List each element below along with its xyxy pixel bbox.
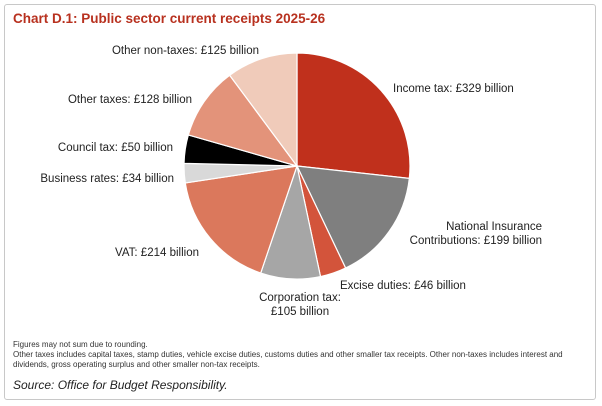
chart-source: Source: Office for Budget Responsibility… <box>13 378 228 392</box>
pie-slice-1 <box>295 165 410 269</box>
pie-slice-0 <box>296 52 411 180</box>
slice-label-7: Other taxes: £128 billion <box>68 94 192 106</box>
slice-label-3: Corporation tax: £105 billion <box>259 292 341 318</box>
pie-slice-7 <box>187 74 299 168</box>
note-definitions: Other taxes includes capital taxes, stam… <box>13 350 563 369</box>
pie-slices <box>183 52 411 280</box>
pie-labels: Income tax: £329 billion National Insuran… <box>40 45 542 318</box>
chart-title: Chart D.1: Public sector current receipt… <box>13 11 326 26</box>
pie-slice-8 <box>228 52 298 168</box>
pie-slice-4 <box>184 165 298 274</box>
chart-notes: Figures may not sum due to rounding. Oth… <box>13 340 573 370</box>
slice-label-2: Excise duties: £46 billion <box>340 280 466 292</box>
slice-label-1: National Insurance Contributions: £199 bi… <box>410 221 542 247</box>
note-rounding: Figures may not sum due to rounding. <box>13 340 148 349</box>
slice-label-0: Income tax: £329 billion <box>393 83 514 95</box>
slice-label-4: VAT: £214 billion <box>115 247 199 259</box>
slice-label-6: Council tax: £50 billion <box>58 142 173 154</box>
slice-label-5: Business rates: £34 billion <box>40 173 174 185</box>
slice-label-8: Other non-taxes: £125 billion <box>112 45 259 57</box>
